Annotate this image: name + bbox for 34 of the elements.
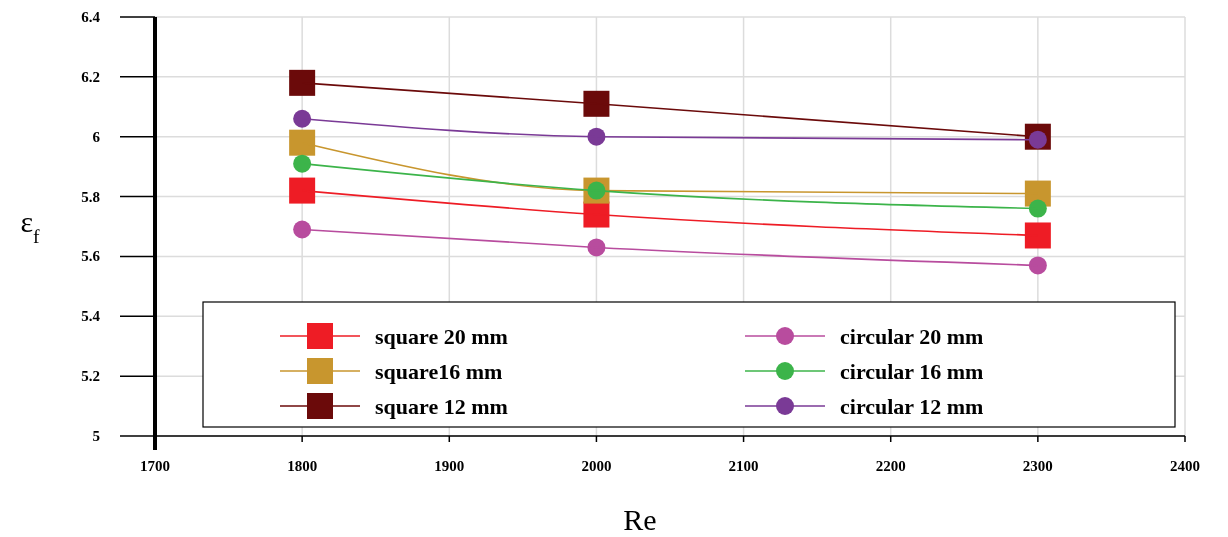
x-tick-label: 2000 xyxy=(581,458,612,474)
legend-label: circular 16 mm xyxy=(840,359,984,384)
x-tick-label: 2400 xyxy=(1170,458,1200,474)
x-axis-title: Re xyxy=(623,503,657,536)
point xyxy=(1024,222,1051,249)
x-tick-label: 1900 xyxy=(434,458,465,474)
x-tick-label: 2200 xyxy=(875,458,906,474)
point xyxy=(583,90,610,117)
legend-label: circular 20 mm xyxy=(840,324,984,349)
point xyxy=(289,129,316,156)
y-tick-label: 5.8 xyxy=(81,188,100,205)
point xyxy=(1028,199,1047,218)
point xyxy=(1028,256,1047,275)
y-tick-label: 6 xyxy=(92,128,101,145)
y-tick-label: 5.6 xyxy=(81,248,101,265)
legend-label: square16 mm xyxy=(375,359,503,384)
x-tick-label: 2100 xyxy=(728,458,759,474)
point xyxy=(293,220,312,239)
point xyxy=(293,154,312,173)
y-tick-label: 5.4 xyxy=(81,308,101,325)
legend-label: square 12 mm xyxy=(375,394,508,419)
y-tick-label: 6.2 xyxy=(81,68,100,85)
y-tick-label: 6.4 xyxy=(81,9,101,25)
y-axis-title: ε$_{f}$ xyxy=(20,205,41,247)
point xyxy=(289,69,316,96)
x-tick-label: 1800 xyxy=(287,458,318,474)
y-tick-label: 5.2 xyxy=(81,368,100,385)
legend-label: circular 12 mm xyxy=(840,394,984,419)
x-tick-label: 2300 xyxy=(1022,458,1053,474)
legend-label: square 20 mm xyxy=(375,324,508,349)
y-tick-label: 5 xyxy=(92,428,100,444)
point xyxy=(289,177,316,204)
x-tick-label: 1700 xyxy=(140,458,170,474)
point xyxy=(293,109,312,128)
